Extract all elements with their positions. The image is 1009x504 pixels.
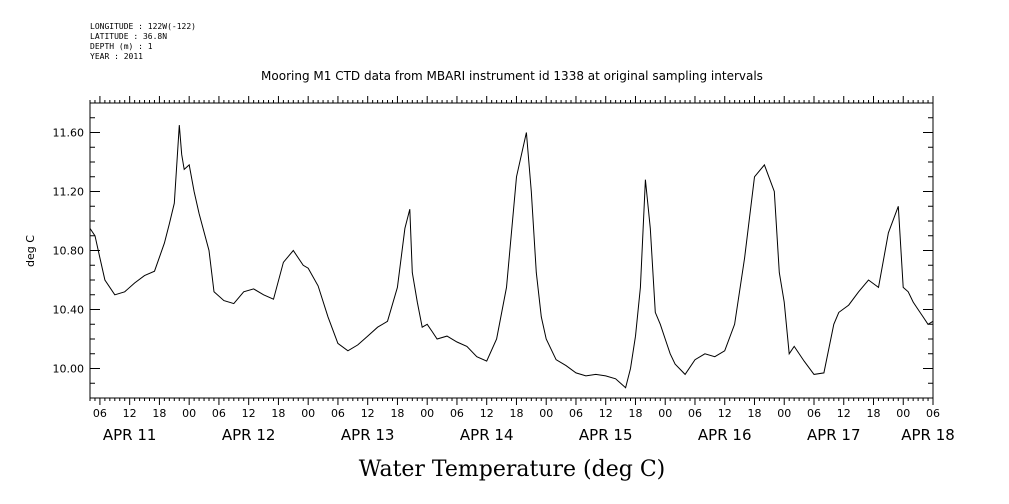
y-tick-label: 11.60: [53, 127, 85, 140]
x-hour-label: 18: [747, 407, 761, 420]
x-date-label: APR 16: [698, 426, 752, 444]
x-hour-label: 12: [480, 407, 494, 420]
metadata-longitude: LONGITUDE : 122W(-122): [90, 22, 196, 31]
x-hour-label: 06: [688, 407, 702, 420]
x-hour-label: 18: [866, 407, 880, 420]
x-hour-label: 00: [777, 407, 791, 420]
metadata-latitude: LATITUDE : 36.8N: [90, 32, 168, 41]
x-date-label: APR 12: [222, 426, 276, 444]
x-hour-label: 18: [390, 407, 404, 420]
x-hour-label: 18: [628, 407, 642, 420]
x-hour-label: 18: [152, 407, 166, 420]
x-hour-label: 12: [837, 407, 851, 420]
x-hour-label: 06: [569, 407, 583, 420]
y-tick-label: 10.00: [53, 363, 85, 376]
x-hour-label: 00: [420, 407, 434, 420]
chart-metadata: LONGITUDE : 122W(-122) LATITUDE : 36.8N …: [90, 22, 196, 62]
x-date-label: APR 13: [341, 426, 395, 444]
x-hour-label: 18: [271, 407, 285, 420]
x-hour-label: 00: [539, 407, 553, 420]
plot-frame: [89, 102, 934, 399]
x-hour-label: 06: [331, 407, 345, 420]
x-hour-label: 06: [926, 407, 940, 420]
x-hour-label: 06: [212, 407, 226, 420]
axis-labels: 06 12 18 00 06 12 18 00 06 12 18 00 06 12 18 00 06 12 18 00…: [53, 127, 955, 445]
x-hour-label: 06: [450, 407, 464, 420]
metadata-year: YEAR : 2011: [90, 52, 143, 61]
x-hour-label: 18: [509, 407, 523, 420]
x-date-label: APR 14: [460, 426, 514, 444]
x-hour-label: 06: [807, 407, 821, 420]
y-axis-label: deg C: [24, 235, 37, 267]
x-date-label: APR 18: [901, 426, 955, 444]
y-tick-label: 10.40: [53, 304, 85, 317]
y-tick-label: 10.80: [53, 245, 85, 258]
x-hour-label: 00: [896, 407, 910, 420]
series-line: [89, 125, 934, 389]
x-hour-label: 12: [599, 407, 613, 420]
x-axis-label: Water Temperature (deg C): [359, 457, 666, 482]
x-date-label: APR 15: [579, 426, 633, 444]
x-date-label: APR 17: [807, 426, 861, 444]
x-hour-label: 12: [361, 407, 375, 420]
x-hour-label: 12: [718, 407, 732, 420]
x-hour-label: 12: [123, 407, 137, 420]
x-hour-label: 12: [242, 407, 256, 420]
x-hour-label: 06: [93, 407, 107, 420]
y-tick-label: 11.20: [53, 186, 85, 199]
x-hour-label: 00: [301, 407, 315, 420]
x-hour-label: 00: [658, 407, 672, 420]
x-date-label: APR 11: [103, 426, 157, 444]
chart-title: Mooring M1 CTD data from MBARI instrumen…: [261, 69, 763, 83]
axis-ticks: [89, 96, 934, 405]
metadata-depth: DEPTH (m) : 1: [90, 42, 153, 51]
x-hour-label: 00: [182, 407, 196, 420]
